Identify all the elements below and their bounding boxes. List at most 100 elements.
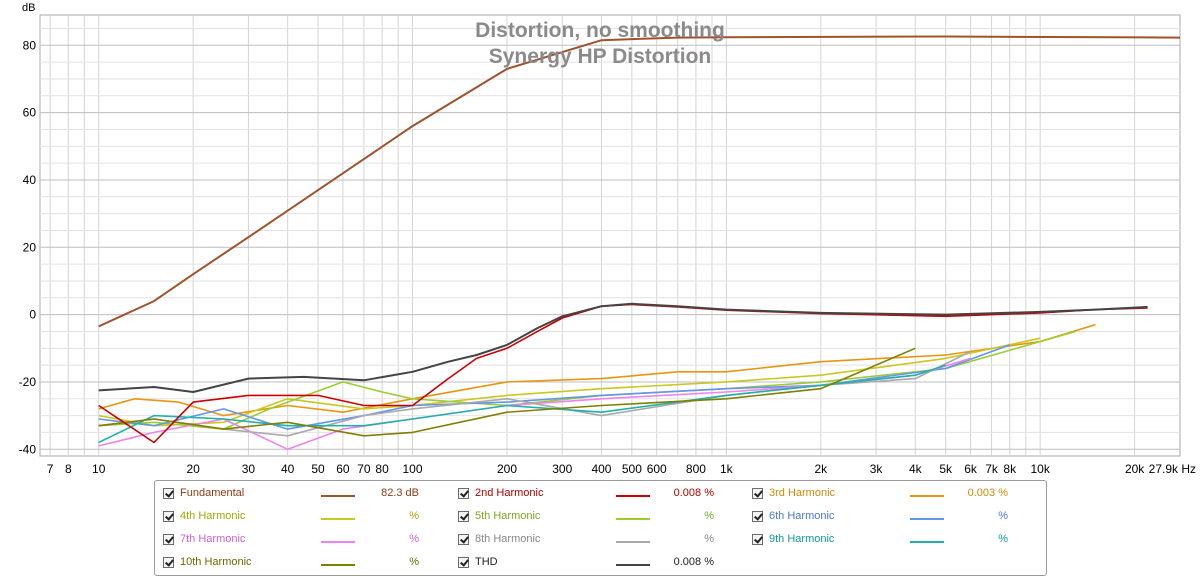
x-tick-label: 400 [591, 462, 611, 476]
legend-checkbox-thd[interactable] [458, 557, 469, 568]
x-tick-label: 40 [281, 462, 295, 476]
x-tick-label: 2k [814, 462, 828, 476]
legend-value: 0.008 % [673, 487, 714, 499]
legend-checkbox-fundamental[interactable] [163, 488, 174, 499]
x-tick-label: 7 [47, 462, 54, 476]
legend-swatch [616, 564, 650, 566]
y-tick-label: 0 [29, 308, 36, 322]
legend-checkbox-10th-harmonic[interactable] [163, 557, 174, 568]
x-tick-label: 600 [647, 462, 667, 476]
y-tick-label: 20 [23, 240, 37, 254]
x-tick-label: 7k [985, 462, 999, 476]
x-tick-label: 50 [311, 462, 325, 476]
legend-swatch [616, 541, 650, 543]
legend-swatch [321, 518, 355, 520]
chart-subtitle: Synergy HP Distortion [489, 45, 712, 68]
legend-value: % [704, 510, 714, 522]
legend-item-5th-harmonic: 5th Harmonic% [458, 508, 718, 528]
legend-panel: Fundamental 82.3 dB 2nd Harmonic 0.008 % 3rd… [154, 480, 1047, 576]
series-3rd-harmonic [98, 323, 1096, 417]
x-tick-label: 30 [242, 462, 256, 476]
legend-value: % [998, 533, 1008, 545]
legend-item-fundamental: Fundamental 82.3 dB [163, 485, 423, 505]
legend-item-10th-harmonic: 10th Harmonic% [163, 554, 423, 574]
x-tick-label: 10k [1030, 462, 1050, 476]
legend-swatch [910, 541, 944, 543]
x-tick-label: 300 [552, 462, 572, 476]
x-tick-label: 100 [403, 462, 423, 476]
x-tick-label: 6k [964, 462, 978, 476]
series-10th-harmonic [98, 347, 916, 437]
y-tick-label: -20 [19, 375, 37, 389]
series-2nd-harmonic [98, 303, 1148, 444]
x-tick-label: 800 [686, 462, 706, 476]
legend-value: % [409, 556, 419, 568]
x-tick-label: 20 [186, 462, 200, 476]
legend-item-8th-harmonic: 8th Harmonic% [458, 531, 718, 551]
series-9th-harmonic [98, 364, 946, 444]
series-thd [98, 302, 1148, 393]
x-tick-label: 8k [1003, 462, 1017, 476]
series-fundamental [98, 35, 1181, 328]
x-tick-label: 4k [909, 462, 923, 476]
y-tick-label: 40 [23, 173, 37, 187]
legend-label: THD [475, 556, 498, 568]
legend-label: 2nd Harmonic [475, 487, 544, 499]
legend-value: % [704, 533, 714, 545]
legend-checkbox-5th-harmonic[interactable] [458, 511, 469, 522]
legend-checkbox-2nd-harmonic[interactable] [458, 488, 469, 499]
x-tick-label: 20k [1125, 462, 1145, 476]
legend-checkbox-8th-harmonic[interactable] [458, 534, 469, 545]
legend-item-9th-harmonic: 9th Harmonic% [752, 531, 1012, 551]
legend-swatch [321, 541, 355, 543]
legend-label: 6th Harmonic [769, 510, 835, 522]
legend-value: % [409, 533, 419, 545]
x-tick-label: 8 [65, 462, 72, 476]
legend-swatch [910, 518, 944, 520]
series-lines [98, 35, 1181, 451]
legend-label: Fundamental [180, 487, 245, 499]
x-tick-label: 10 [92, 462, 106, 476]
legend-label: 9th Harmonic [769, 533, 835, 545]
axis-ticks: 7 8 10 20 30 40 50 60 70 80 100 200 300 400 500 600 800 1… [19, 38, 1196, 476]
legend-checkbox-3rd-harmonic[interactable] [752, 488, 763, 499]
x-tick-label: 500 [622, 462, 642, 476]
series-4th-harmonic [98, 337, 1041, 427]
legend-checkbox-6th-harmonic[interactable] [752, 511, 763, 522]
legend-item-3rd-harmonic: 3rd Harmonic 0.003 % [752, 485, 1012, 505]
legend-label: 8th Harmonic [475, 533, 541, 545]
y-axis-label: dB [22, 2, 35, 14]
chart-title: Distortion, no smoothing [475, 19, 725, 42]
legend-value: % [409, 510, 419, 522]
legend-label: 5th Harmonic [475, 510, 541, 522]
x-tick-label: 70 [357, 462, 371, 476]
legend-item-6th-harmonic: 6th Harmonic% [752, 508, 1012, 528]
y-tick-label: 60 [23, 106, 37, 120]
legend-label: 7th Harmonic [180, 533, 246, 545]
x-tick-label: 80 [375, 462, 389, 476]
grid-lines [39, 14, 1181, 457]
legend-value: 0.003 % [967, 487, 1008, 499]
legend-swatch [910, 495, 944, 497]
legend-item-2nd-harmonic: 2nd Harmonic 0.008 % [458, 485, 718, 505]
legend-value: % [998, 510, 1008, 522]
legend-label: 3rd Harmonic [769, 487, 836, 499]
legend-item-thd: THD 0.008 % [458, 554, 718, 574]
legend-label: 4th Harmonic [180, 510, 246, 522]
legend-value: 0.008 % [673, 556, 714, 568]
legend-swatch [321, 495, 355, 497]
x-tick-label: 3k [870, 462, 884, 476]
y-tick-label: -40 [19, 442, 37, 456]
legend-value: 82.3 dB [381, 487, 419, 499]
legend-checkbox-9th-harmonic[interactable] [752, 534, 763, 545]
legend-checkbox-7th-harmonic[interactable] [163, 534, 174, 545]
legend-label: 10th Harmonic [180, 556, 252, 568]
x-tick-label: 27.9k Hz [1149, 462, 1196, 476]
y-tick-label: 80 [23, 38, 37, 52]
legend-item-4th-harmonic: 4th Harmonic% [163, 508, 423, 528]
distortion-chart: 7 8 10 20 30 40 50 60 70 80 100 200 300 400 500 600 800 1… [19, 2, 1196, 476]
plot-area [39, 14, 1181, 457]
x-tick-label: 60 [336, 462, 350, 476]
legend-item-7th-harmonic: 7th Harmonic% [163, 531, 423, 551]
legend-checkbox-4th-harmonic[interactable] [163, 511, 174, 522]
